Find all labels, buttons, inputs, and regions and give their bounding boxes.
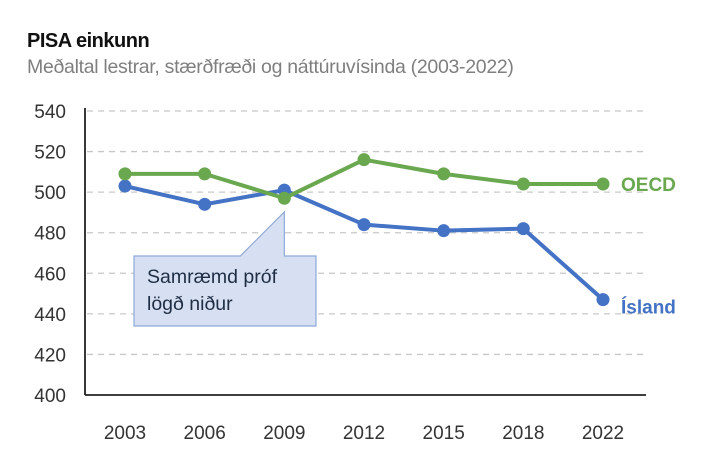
data-point--sland — [198, 197, 212, 211]
x-tick-label: 2012 — [343, 423, 385, 444]
y-tick-label: 440 — [34, 305, 66, 326]
y-tick-label: 500 — [34, 183, 66, 204]
x-tick-label: 2009 — [263, 423, 305, 444]
annotation-text: lögð niður — [147, 293, 233, 315]
data-point-oecd — [596, 177, 610, 191]
chart-title: PISA einkunn — [27, 30, 150, 52]
series-label--sland: Ísland — [621, 297, 676, 319]
x-tick-label: 2003 — [104, 423, 146, 444]
data-point--sland — [357, 218, 371, 232]
data-point--sland — [516, 222, 530, 236]
data-point-oecd — [198, 167, 212, 181]
y-tick-label: 400 — [34, 386, 66, 407]
data-point-oecd — [118, 167, 132, 181]
data-point-oecd — [357, 153, 371, 167]
x-tick-label: 2006 — [184, 423, 226, 444]
y-tick-label: 420 — [34, 345, 66, 366]
series-label-oecd: OECD — [621, 175, 676, 196]
x-tick-label: 2015 — [423, 423, 465, 444]
chart-subtitle: Meðaltal lestrar, stærðfræði og náttúruv… — [27, 56, 514, 78]
data-point--sland — [596, 293, 610, 307]
x-tick-label: 2018 — [502, 423, 544, 444]
y-tick-label: 540 — [34, 102, 66, 123]
data-point-oecd — [516, 177, 530, 191]
annotation-text: Samræmd próf — [147, 266, 278, 288]
y-tick-label: 460 — [34, 264, 66, 285]
y-tick-label: 520 — [34, 143, 66, 164]
y-tick-label: 480 — [34, 224, 66, 245]
x-tick-label: 2022 — [582, 423, 624, 444]
data-point-oecd — [277, 191, 291, 205]
annotation-callout — [133, 210, 317, 327]
data-point--sland — [437, 224, 451, 238]
data-point--sland — [118, 179, 132, 193]
data-point-oecd — [437, 167, 451, 181]
